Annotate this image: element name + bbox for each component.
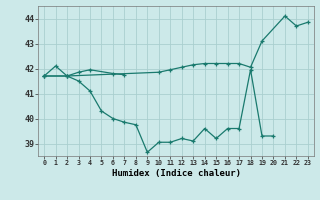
X-axis label: Humidex (Indice chaleur): Humidex (Indice chaleur) [111,169,241,178]
